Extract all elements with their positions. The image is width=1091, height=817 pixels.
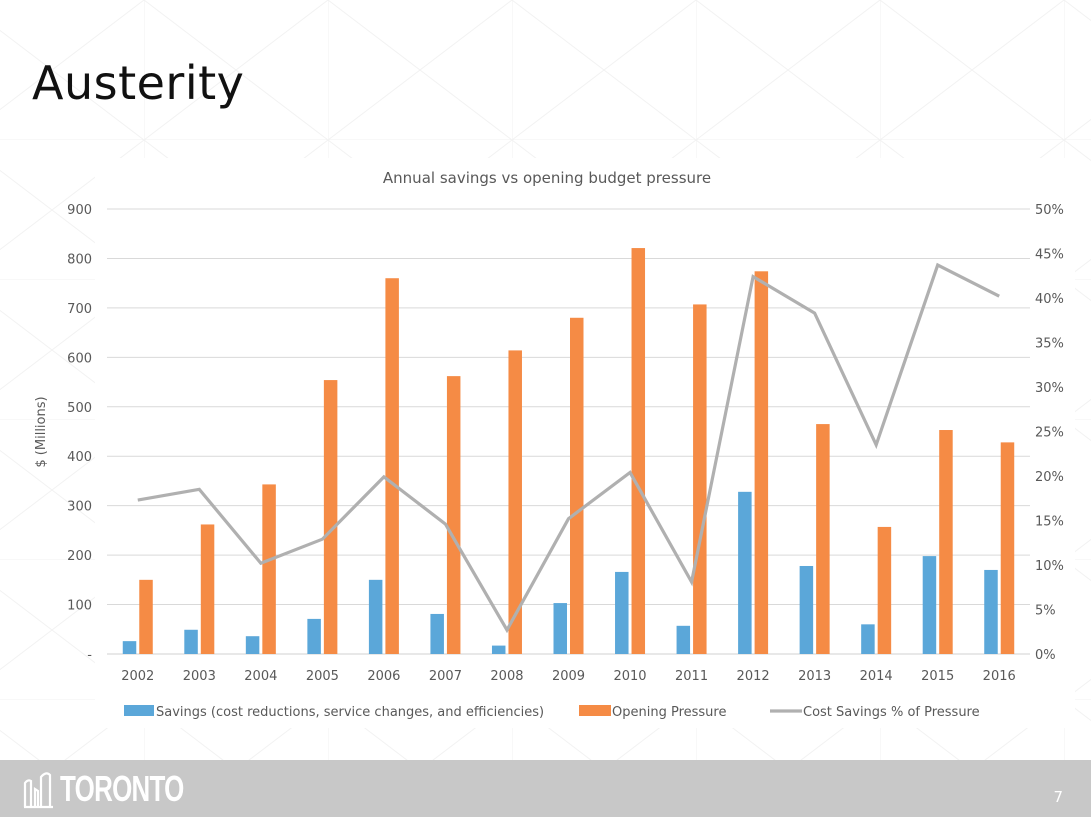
y2-tick-label: 35% [1035, 337, 1064, 352]
x-tick-label: 2006 [367, 669, 400, 684]
percent-line [137, 262, 1000, 634]
y-tick-label: 500 [67, 401, 92, 416]
x-tick-label: 2009 [552, 669, 585, 684]
footer-bar: TORONTO 7 [0, 760, 1091, 817]
pressure-bar [446, 376, 461, 654]
savings-bar [553, 603, 567, 654]
x-tick-label: 2014 [860, 669, 893, 684]
y2-tick-label: 50% [1035, 203, 1064, 218]
pressure-bar [1000, 442, 1015, 654]
x-tick-label: 2011 [675, 669, 708, 684]
pressure-bar [262, 484, 276, 654]
y2-axis-labels: 0% 5% 10% 15% 20% 25% 30% 35% 40% 45% 50% [1035, 203, 1064, 663]
pressure-bar [693, 304, 707, 654]
pressure-bar [877, 526, 892, 654]
savings-bar [861, 624, 875, 654]
x-tick-label: 2005 [306, 669, 339, 684]
savings-bar [184, 629, 198, 654]
legend-label-pressure: Opening Pressure [612, 705, 726, 720]
chart-area [95, 158, 1075, 728]
pressure-bar [816, 424, 830, 654]
y2-tick-label: 15% [1035, 515, 1064, 530]
y-tick-label: 900 [67, 203, 92, 218]
savings-bar [676, 625, 691, 654]
x-tick-label: 2015 [921, 669, 954, 684]
x-tick-label: 2010 [613, 669, 646, 684]
y2-tick-label: 20% [1035, 470, 1064, 485]
savings-bar [799, 565, 814, 654]
x-tick-label: 2002 [121, 669, 154, 684]
y-tick-label: 600 [67, 351, 92, 366]
savings-bar [245, 636, 260, 654]
y-tick-label: - [87, 648, 92, 663]
combo-chart: Annual savings vs opening budget pressur… [34, 158, 1075, 728]
y-tick-label: 100 [67, 599, 92, 614]
y2-tick-label: 25% [1035, 426, 1064, 441]
bars [122, 248, 1015, 655]
city-hall-icon [23, 772, 53, 809]
savings-bar [491, 645, 506, 654]
legend-swatch-pressure [579, 705, 611, 716]
savings-bar [922, 556, 937, 654]
pressure-bar [754, 271, 769, 654]
pressure-bar [631, 248, 646, 655]
x-tick-label: 2016 [983, 669, 1016, 684]
y-tick-label: 200 [67, 549, 92, 564]
legend-swatch-savings [124, 705, 154, 716]
x-tick-label: 2007 [429, 669, 462, 684]
savings-bar [984, 569, 998, 654]
savings-bar [122, 641, 137, 654]
slide-title: Austerity [32, 56, 245, 110]
pressure-bar [323, 380, 338, 654]
savings-bar [738, 491, 752, 654]
y-axis-title: $ (Millions) [34, 396, 49, 467]
y-axis-labels: - 100 200 300 400 500 600 700 800 900 [67, 203, 92, 663]
savings-bar [615, 571, 629, 654]
y2-tick-label: 10% [1035, 559, 1064, 574]
y-tick-label: 800 [67, 252, 92, 267]
page-number: 7 [1053, 788, 1063, 806]
savings-bar [430, 613, 444, 654]
y-tick-label: 300 [67, 500, 92, 515]
gridlines [107, 208, 1030, 655]
pressure-bar [139, 579, 153, 654]
legend-label-percent: Cost Savings % of Pressure [803, 705, 980, 720]
y2-tick-label: 45% [1035, 248, 1064, 263]
x-tick-label: 2003 [183, 669, 216, 684]
pressure-bar [939, 430, 953, 654]
x-axis-labels: 2002 2003 2004 2005 2006 2007 2008 2009 2010 2011… [121, 669, 1016, 684]
chart-title: Annual savings vs opening budget pressur… [383, 169, 711, 187]
x-tick-label: 2008 [490, 669, 523, 684]
logo-wordmark: TORONTO [60, 768, 184, 809]
legend: Savings (cost reductions, service change… [124, 705, 980, 720]
y-tick-label: 400 [67, 450, 92, 465]
y-tick-label: 700 [67, 302, 92, 317]
pressure-bar [570, 317, 584, 654]
x-tick-label: 2012 [737, 669, 770, 684]
x-tick-label: 2004 [244, 669, 277, 684]
y2-tick-label: 5% [1035, 604, 1056, 619]
toronto-logo: TORONTO [22, 768, 232, 810]
percent-line-group [137, 262, 1000, 634]
y2-tick-label: 30% [1035, 381, 1064, 396]
x-tick-label: 2013 [798, 669, 831, 684]
y2-tick-label: 40% [1035, 292, 1064, 307]
pressure-bar [200, 524, 215, 654]
savings-bar [368, 579, 383, 654]
savings-bar [307, 618, 321, 654]
pressure-bar [508, 350, 522, 654]
legend-label-savings: Savings (cost reductions, service change… [156, 705, 544, 720]
y2-tick-label: 0% [1035, 648, 1056, 663]
pressure-bar [385, 278, 399, 654]
